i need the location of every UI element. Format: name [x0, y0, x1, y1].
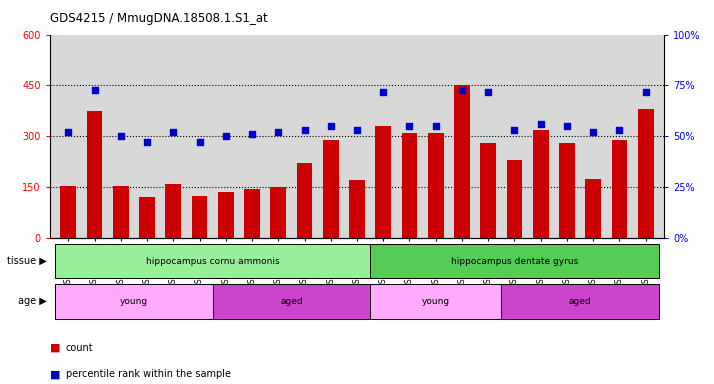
Text: aged: aged — [280, 297, 303, 306]
Point — [483, 88, 494, 94]
Bar — [454, 86, 470, 238]
Point — [89, 86, 100, 93]
Text: hippocampus dentate gyrus: hippocampus dentate gyrus — [451, 257, 578, 266]
Point — [246, 131, 258, 137]
Text: ■: ■ — [50, 369, 61, 379]
Bar — [323, 140, 338, 238]
Bar — [55, 244, 370, 278]
Bar — [55, 284, 213, 319]
Bar — [86, 111, 103, 238]
Text: count: count — [66, 343, 94, 353]
Bar — [191, 196, 208, 238]
Bar — [481, 143, 496, 238]
Text: young: young — [422, 297, 450, 306]
Bar — [559, 143, 575, 238]
Point — [115, 133, 126, 139]
Text: percentile rank within the sample: percentile rank within the sample — [66, 369, 231, 379]
Point — [561, 123, 573, 129]
Point — [220, 133, 231, 139]
Bar — [611, 140, 628, 238]
Text: age ▶: age ▶ — [18, 296, 46, 306]
Point — [63, 129, 74, 135]
Bar — [349, 180, 365, 238]
Bar — [61, 185, 76, 238]
Point — [614, 127, 625, 133]
Point — [273, 129, 284, 135]
Text: aged: aged — [569, 297, 591, 306]
Point — [141, 139, 153, 146]
Point — [351, 127, 363, 133]
Point — [325, 123, 336, 129]
Bar — [166, 184, 181, 238]
Point — [430, 123, 441, 129]
Point — [588, 129, 599, 135]
Bar — [533, 129, 548, 238]
Bar — [244, 189, 260, 238]
Point — [378, 88, 389, 94]
Bar — [271, 187, 286, 238]
Bar — [638, 109, 653, 238]
Point — [168, 129, 179, 135]
Point — [404, 123, 416, 129]
Bar — [376, 126, 391, 238]
Bar — [296, 164, 313, 238]
Point — [535, 121, 546, 127]
Bar — [370, 244, 659, 278]
Bar — [113, 185, 129, 238]
Bar — [428, 133, 443, 238]
Point — [640, 88, 651, 94]
Bar — [139, 197, 155, 238]
Bar — [501, 284, 659, 319]
Text: GDS4215 / MmugDNA.18508.1.S1_at: GDS4215 / MmugDNA.18508.1.S1_at — [50, 12, 268, 25]
Text: young: young — [120, 297, 148, 306]
Bar — [213, 284, 370, 319]
Bar — [218, 192, 233, 238]
Bar — [506, 160, 523, 238]
Text: tissue ▶: tissue ▶ — [6, 256, 46, 266]
Bar — [585, 179, 601, 238]
Point — [456, 86, 468, 93]
Bar — [370, 284, 501, 319]
Point — [298, 127, 310, 133]
Bar — [401, 133, 418, 238]
Text: hippocampus cornu ammonis: hippocampus cornu ammonis — [146, 257, 279, 266]
Text: ■: ■ — [50, 343, 61, 353]
Point — [509, 127, 521, 133]
Point — [193, 139, 205, 146]
